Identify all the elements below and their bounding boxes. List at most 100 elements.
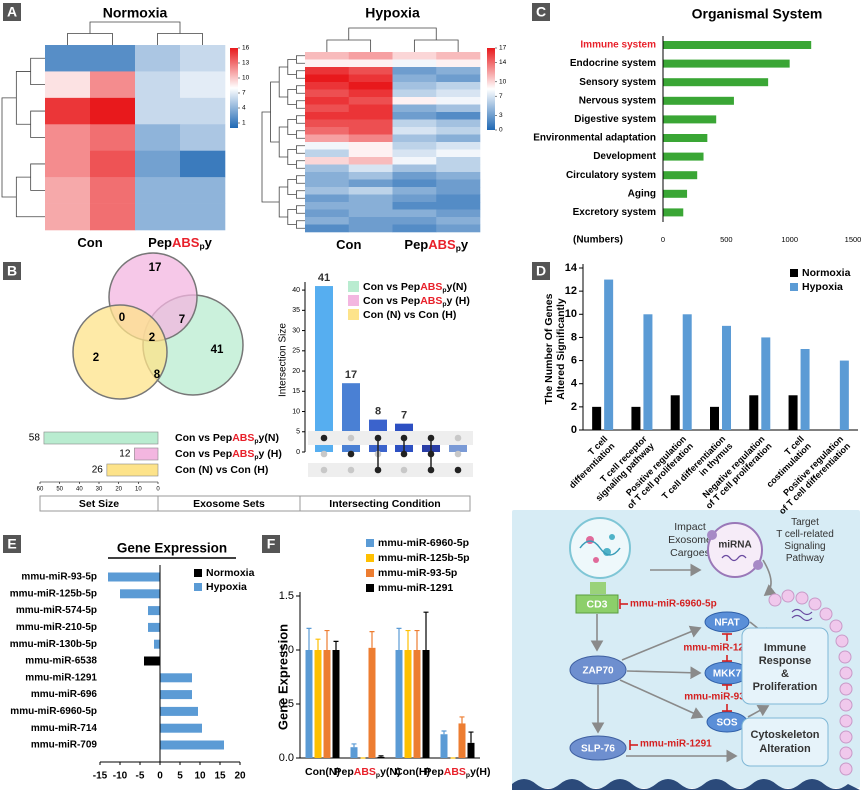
panel-badge — [3, 262, 21, 280]
vesicle-dot — [753, 560, 763, 570]
y-axis-title: Intersection Size — [278, 323, 289, 397]
bar — [749, 395, 759, 430]
x-tick-label-part: Con(N) — [305, 766, 340, 778]
heatmap-cell — [135, 177, 181, 204]
group-label-part: ABS — [428, 237, 456, 252]
dendrogram — [296, 85, 305, 94]
legend-label: mmu-miR-125b-5p — [378, 552, 470, 564]
panel-label: B — [7, 263, 17, 279]
cargo — [586, 536, 594, 544]
bar — [144, 656, 160, 666]
dendrogram — [278, 186, 288, 218]
colorbar-tick-label: 10 — [499, 78, 507, 85]
bar — [108, 572, 160, 582]
heatmap-cell — [45, 45, 91, 72]
x-tick-label: Con(N) — [305, 766, 340, 778]
mirna-vesicle — [707, 522, 763, 578]
heatmap-cell — [305, 202, 350, 210]
legend-swatch — [348, 281, 359, 292]
legend-swatch — [366, 554, 374, 562]
bar — [120, 589, 160, 599]
x-tick-label-part: ABS — [354, 766, 376, 778]
heatmap-cell — [90, 203, 136, 231]
category-label: mmu-miR-696 — [31, 689, 98, 700]
heatmap-cell — [436, 59, 481, 68]
y-tick-label: 0.0 — [279, 752, 294, 764]
dendrogram — [30, 110, 45, 138]
heatmap-cell — [436, 82, 481, 90]
dendrogram — [15, 71, 31, 125]
legend-label-part: p — [442, 301, 446, 308]
heatmap-cell — [305, 112, 350, 120]
heatmap-cell — [436, 97, 481, 105]
dendrogram — [89, 21, 181, 34]
x-tick-label: -10 — [113, 771, 128, 782]
y-axis-title-line: Altered Significantly — [555, 298, 567, 400]
heatmap-cell — [305, 149, 350, 158]
heatmap-cell — [305, 187, 350, 195]
heatmap-cell — [436, 157, 481, 165]
heatmap-cell — [392, 127, 437, 135]
matrix-dot-empty — [347, 466, 355, 474]
heatmap-cell — [436, 52, 481, 60]
heatmap-cell — [348, 112, 393, 120]
set-size-label: 26 — [92, 465, 104, 476]
dendrogram — [296, 130, 305, 139]
category-label: mmu-miR-93-5p — [21, 572, 97, 583]
category-label: mmu-miR-709 — [31, 740, 98, 751]
heatmap-cell — [348, 172, 393, 180]
heatmap-cell — [305, 74, 350, 83]
matrix-dot-empty — [347, 434, 355, 442]
heatmap-cell — [305, 209, 350, 218]
category-label: mmu-miR-574-5p — [16, 605, 97, 616]
panel-badge — [262, 535, 280, 553]
legend-label-part: y (H) — [447, 295, 470, 307]
set-size-tick-label: 60 — [37, 487, 44, 493]
heatmap-cell — [135, 45, 181, 72]
legend-label: mmu-miR-93-5p — [378, 567, 457, 579]
set-name-part: y (H) — [259, 448, 282, 460]
heatmap-cell — [348, 179, 393, 188]
y-tick-label: 2 — [571, 401, 577, 413]
dendrogram — [30, 163, 45, 191]
bar — [148, 606, 160, 616]
heatmap-cell — [45, 203, 91, 231]
legend-swatch — [366, 569, 374, 577]
heatmap-cell — [436, 194, 481, 203]
y-tick-label: 6 — [571, 354, 577, 366]
category-label: Nervous system — [579, 95, 656, 106]
heatmap-cell — [348, 164, 393, 173]
bar-value-label: 17 — [345, 369, 357, 381]
heatmap-cell — [305, 164, 350, 173]
dendrogram — [287, 59, 297, 75]
heatmap-cell — [348, 82, 393, 90]
heatmap-cell — [436, 67, 481, 75]
matrix-dot-empty — [454, 434, 462, 442]
vesicle-dot — [707, 530, 717, 540]
heatmap-cell — [392, 149, 437, 158]
x-tick-label-part: Pep — [424, 766, 443, 778]
colorbar-tick-label: 3 — [499, 112, 503, 119]
heatmap-cell — [348, 142, 393, 150]
zap70-label: ZAP70 — [582, 666, 614, 677]
category-label: mmu-miR-125b-5p — [10, 588, 97, 599]
legend-label-part: y(N) — [447, 281, 467, 293]
panel-label: D — [536, 263, 546, 279]
dendrogram — [296, 220, 305, 229]
heatmap-cell — [436, 134, 481, 143]
error-bar — [405, 629, 411, 650]
legend-label: Con (N) vs Con (H) — [363, 309, 456, 321]
dendrogram — [287, 89, 297, 105]
heatmap-cell — [348, 194, 393, 203]
heatmap-cell — [135, 150, 181, 178]
set-name-part: ABS — [232, 448, 254, 460]
chart-title: Organismal System — [692, 6, 823, 22]
heatmap-cell — [348, 97, 393, 105]
y-axis-title: The Number Of GenesAltered Significantly — [543, 293, 567, 404]
arrow — [619, 679, 704, 719]
arrow — [747, 705, 770, 718]
arrow — [621, 625, 702, 661]
bar — [604, 279, 614, 430]
heatmap-cell — [90, 45, 136, 72]
heatmap-cell — [180, 177, 226, 204]
